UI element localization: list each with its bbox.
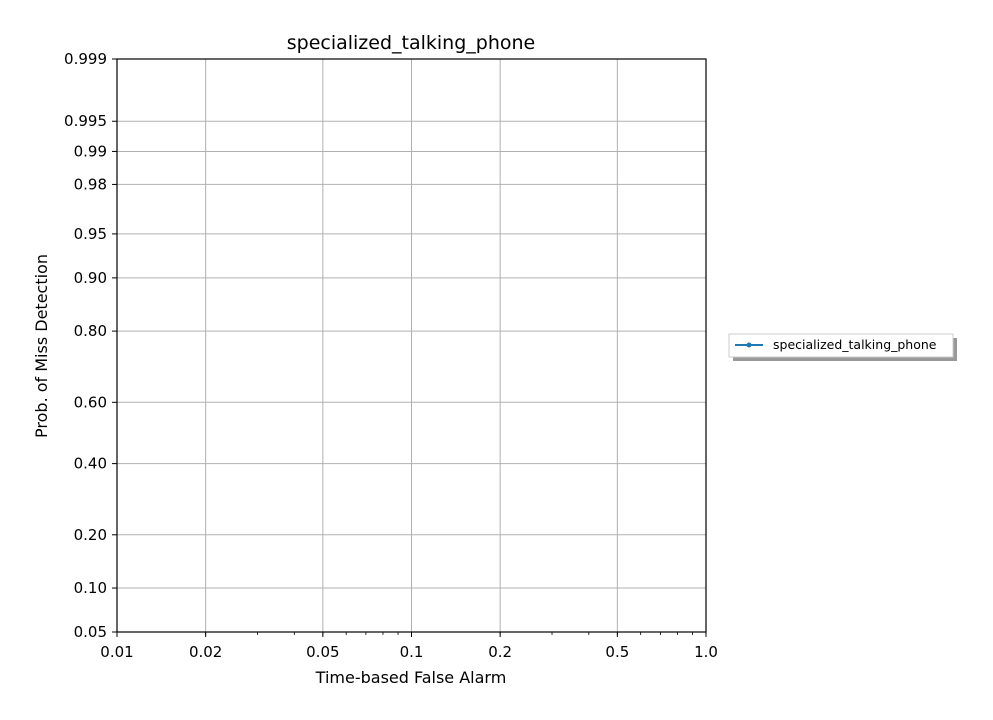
x-axis-label: Time-based False Alarm: [315, 668, 507, 687]
y-axis-label: Prob. of Miss Detection: [32, 254, 51, 438]
y-tick-label: 0.90: [74, 269, 107, 287]
y-tick-label: 0.80: [74, 322, 107, 340]
y-tick-label: 0.99: [74, 142, 107, 160]
x-tick-label: 0.2: [488, 643, 512, 661]
legend-marker: [746, 342, 752, 348]
x-tick-label: 0.01: [100, 643, 133, 661]
y-tick-label: 0.10: [74, 579, 107, 597]
y-tick-label: 0.20: [74, 526, 107, 544]
x-axis-ticks: 0.01 0.02 0.05 0.1 0.2 0.5 1.0: [100, 632, 718, 661]
legend-box: [728, 333, 954, 358]
y-tick-label: 0.05: [74, 623, 107, 641]
y-tick-label: 0.98: [74, 175, 107, 193]
y-tick-label: 0.40: [74, 455, 107, 473]
x-tick-label: 1.0: [694, 643, 718, 661]
y-tick-label: 0.60: [74, 393, 107, 411]
y-axis-ticks: 0.05 0.10 0.20 0.40 0.60 0.80 0.90 0.95 0.98 0.99…: [64, 50, 117, 641]
legend: specialized_talking_phone: [728, 333, 957, 361]
x-tick-label: 0.1: [400, 643, 424, 661]
x-tick-label: 0.05: [306, 643, 339, 661]
chart-title: specialized_talking_phone: [287, 32, 536, 54]
x-tick-label: 0.02: [189, 643, 222, 661]
y-tick-label: 0.95: [74, 225, 107, 243]
grid-lines: [116, 58, 707, 633]
x-tick-label: 0.5: [605, 643, 629, 661]
y-tick-label: 0.995: [64, 112, 107, 130]
legend-label: specialized_talking_phone: [773, 337, 937, 352]
y-tick-label: 0.999: [64, 50, 107, 68]
